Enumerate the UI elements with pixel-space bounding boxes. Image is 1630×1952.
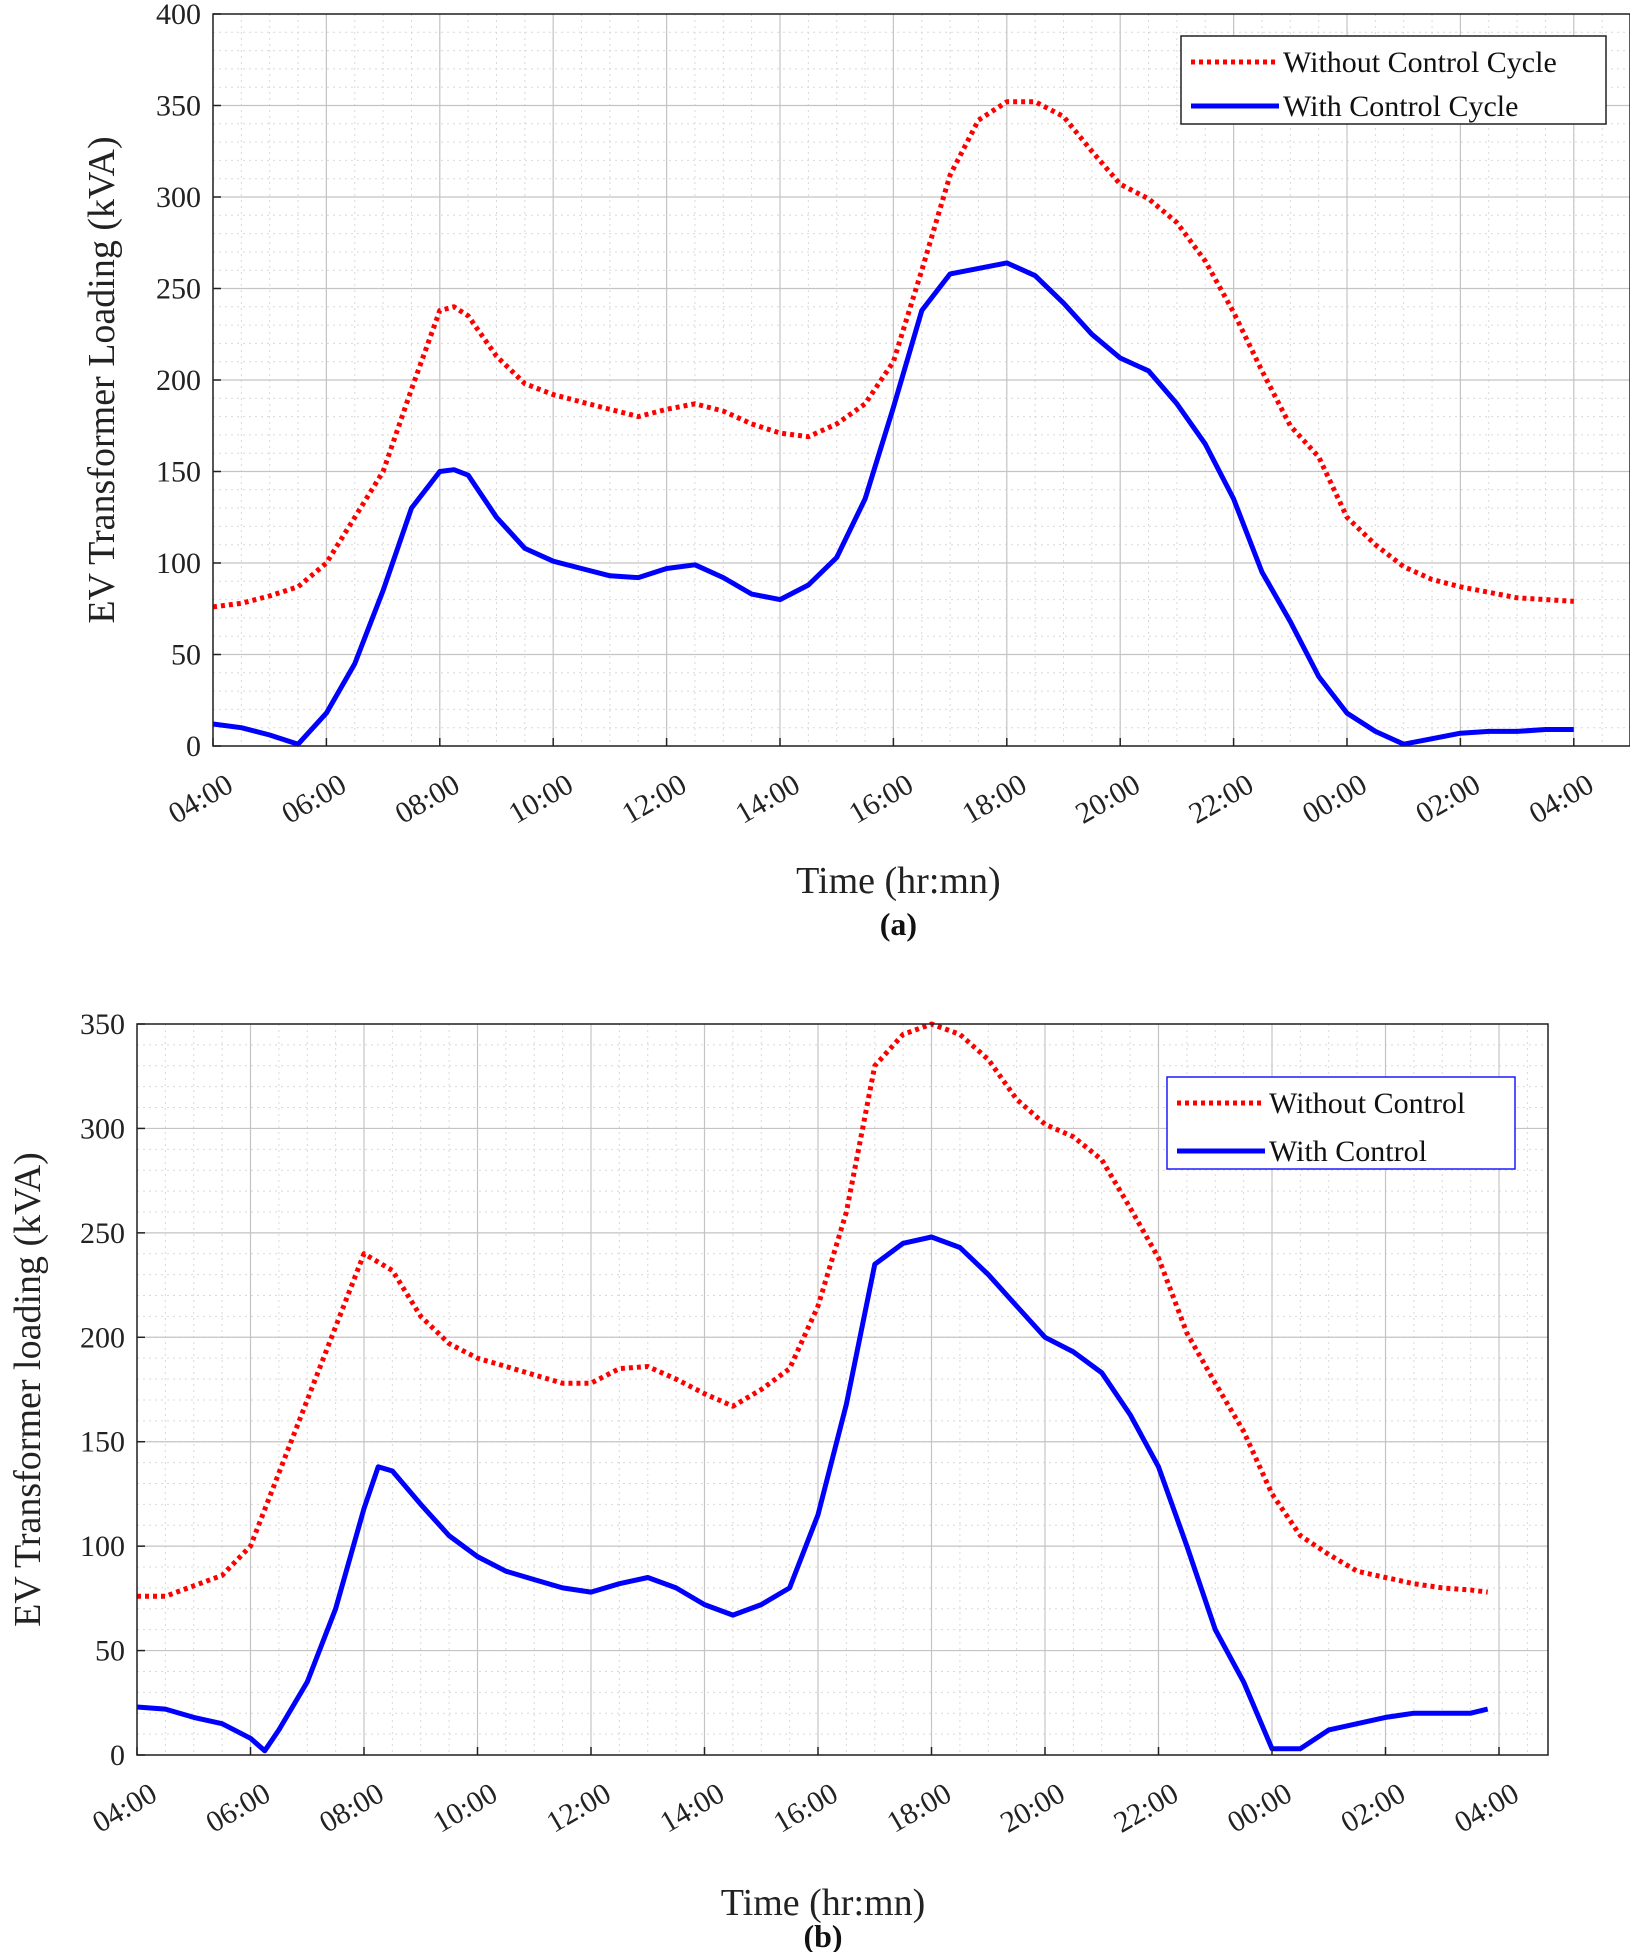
chart-a: 0 50 100 150 200 250 300 350 400 04:00 06:00 08:00 1… [81,0,1630,942]
x-tick-label: 22:00 [1108,1777,1184,1840]
x-tick-label: 00:00 [1222,1777,1298,1840]
y-tick-label: 400 [156,0,201,31]
series-line-without-control [137,1021,1489,1599]
x-tick-label: 06:00 [276,768,352,831]
x-tick-label: 04:00 [1524,768,1600,831]
legend-label: With Control [1269,1135,1427,1168]
x-tick-label: 14:00 [654,1777,730,1840]
x-tick-label: 04:00 [163,768,239,831]
x-tick-label: 00:00 [1297,768,1373,831]
legend-box [1180,35,1607,125]
x-tick-label: 18:00 [881,1777,957,1840]
y-tick-label: 350 [80,1008,125,1041]
y-tick-label: 200 [156,364,201,397]
y-axis-title: EV Transformer Loading (kVA) [81,136,123,623]
x-tick-label: 12:00 [616,768,692,831]
x-tick-label: 16:00 [768,1777,844,1840]
y-tick-label: 350 [156,90,201,123]
legend: Without Control Cycle With Control Cycle [1180,35,1607,125]
x-tick-label: 10:00 [427,1777,503,1840]
series-line-with-control [136,1234,1489,1754]
x-tick-label: 16:00 [843,768,919,831]
y-tick-label: 100 [156,547,201,580]
x-tick-label: 18:00 [957,768,1033,831]
legend-label: Without Control [1269,1087,1465,1120]
chart-b: 0 50 100 150 200 250 300 350 04:00 06:00 08:00 10:0… [7,1008,1549,1952]
x-tick-label: 02:00 [1410,768,1486,831]
figure-caption: (b) [803,1918,842,1952]
y-tick-label: 150 [80,1426,125,1459]
x-tick-label: 02:00 [1335,1777,1411,1840]
axes-frame [136,1023,1549,1756]
x-axis-title: Time (hr:mn) [721,1882,925,1924]
x-tick-label: 06:00 [200,1777,276,1840]
y-tick-label: 100 [80,1530,125,1563]
x-tick-label: 20:00 [995,1777,1071,1840]
x-tick-label: 10:00 [503,768,579,831]
x-tick-label: 04:00 [87,1777,163,1840]
legend-label: With Control Cycle [1283,90,1518,123]
legend-label: Without Control Cycle [1283,46,1557,79]
x-tick-label: 08:00 [314,1777,390,1840]
y-tick-label: 150 [156,456,201,489]
x-tick-label: 20:00 [1070,768,1146,831]
x-tick-label: 22:00 [1183,768,1259,831]
y-axis-title: EV Transformer loading (kVA) [7,1152,49,1627]
y-tick-label: 0 [186,730,201,763]
legend: Without Control With Control [1166,1076,1516,1170]
y-tick-label: 250 [156,273,201,306]
x-tick-label: 04:00 [1449,1777,1525,1840]
x-tick-label: 14:00 [730,768,806,831]
x-tick-label: 08:00 [390,768,466,831]
y-tick-label: 50 [171,639,201,672]
figure-caption: (a) [880,906,917,942]
legend-box [1166,1076,1516,1170]
y-tick-label: 200 [80,1321,125,1354]
series-line-with-control [212,260,1574,747]
y-tick-label: 50 [95,1635,125,1668]
y-tick-label: 300 [156,181,201,214]
y-tick-label: 0 [110,1739,125,1772]
x-axis-title: Time (hr:mn) [796,860,1000,902]
y-tick-label: 300 [80,1112,125,1145]
x-tick-label: 12:00 [541,1777,617,1840]
y-tick-label: 250 [80,1217,125,1250]
